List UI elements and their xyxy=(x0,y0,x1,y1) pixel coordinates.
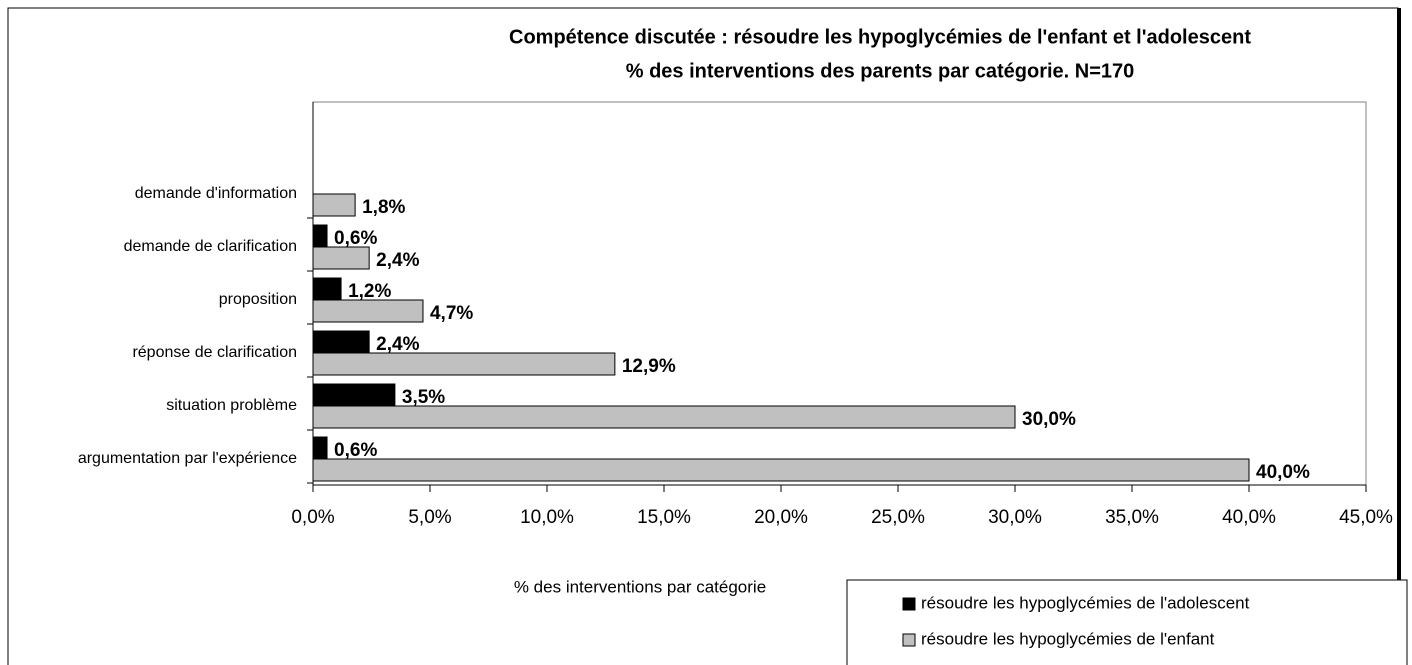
legend-swatch xyxy=(902,633,916,647)
y-tick-label: demande de clarification xyxy=(124,238,297,255)
bar xyxy=(312,383,396,407)
x-tick-label: 20,0% xyxy=(754,507,808,528)
x-tick-label: 5,0% xyxy=(408,507,451,528)
data-label: 1,2% xyxy=(348,281,391,302)
y-tick-label: proposition xyxy=(219,291,297,308)
bar xyxy=(312,352,616,376)
data-label: 40,0% xyxy=(1256,462,1310,483)
data-label: 2,4% xyxy=(376,334,419,355)
x-tick-label: 10,0% xyxy=(520,507,574,528)
x-axis-label: % des interventions par catégorie xyxy=(514,577,766,596)
bar xyxy=(312,405,1016,429)
legend xyxy=(846,579,1408,665)
bar xyxy=(312,193,356,217)
x-tick-label: 25,0% xyxy=(871,507,925,528)
y-tick-label: réponse de clarification xyxy=(132,344,297,361)
chart-title: Compétence discutée : résoudre les hypog… xyxy=(509,26,1251,48)
y-tick-label: demande d'information xyxy=(135,185,297,202)
data-label: 1,8% xyxy=(362,197,405,218)
data-label: 2,4% xyxy=(376,250,419,271)
legend-swatch xyxy=(902,597,916,611)
bar xyxy=(312,330,370,354)
bar xyxy=(312,458,1250,482)
data-label: 4,7% xyxy=(430,303,473,324)
data-label: 12,9% xyxy=(622,356,676,377)
y-tick-label: situation problème xyxy=(166,397,297,414)
data-label: 30,0% xyxy=(1022,409,1076,430)
x-tick-label: 0,0% xyxy=(291,507,334,528)
x-tick-label: 40,0% xyxy=(1222,507,1276,528)
data-label: 3,5% xyxy=(402,387,445,408)
data-label: 0,6% xyxy=(334,440,377,461)
x-tick-label: 45,0% xyxy=(1339,507,1393,528)
bar xyxy=(312,224,328,248)
data-label: 0,6% xyxy=(334,228,377,249)
bar xyxy=(312,246,370,270)
x-tick-label: 15,0% xyxy=(637,507,691,528)
bar xyxy=(312,277,342,301)
chart-subtitle: % des interventions des parents par caté… xyxy=(626,60,1135,82)
legend-label: résoudre les hypoglycémies de l'enfant xyxy=(921,629,1215,648)
bar xyxy=(312,299,424,323)
legend-label: résoudre les hypoglycémies de l'adolesce… xyxy=(921,593,1250,612)
y-tick-label: argumentation par l'expérience xyxy=(78,450,297,467)
bar xyxy=(312,436,328,460)
x-tick-label: 35,0% xyxy=(1105,507,1159,528)
x-tick-label: 30,0% xyxy=(988,507,1042,528)
